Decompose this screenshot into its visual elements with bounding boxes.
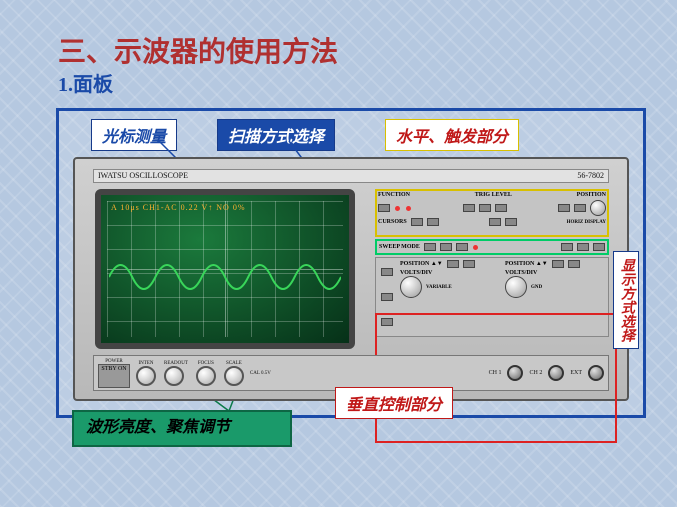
label-ch2-gnd: GND bbox=[531, 285, 542, 290]
knob-focus[interactable] bbox=[196, 366, 216, 386]
label-cursors: CURSORS bbox=[378, 219, 407, 225]
btn-altchop[interactable] bbox=[593, 243, 605, 251]
label-ch1-pos: POSITION ▲▼ bbox=[400, 261, 443, 267]
sweep-mode-section: SWEEP MODE bbox=[375, 239, 609, 255]
btn-signal[interactable] bbox=[456, 243, 468, 251]
label-ch1: CH 1 bbox=[489, 370, 502, 376]
btn-ch2-pos[interactable] bbox=[552, 260, 564, 268]
callout-sweep: 扫描方式选择 bbox=[217, 119, 335, 151]
horiz-trigger-section: FUNCTION TRIG LEVEL POSITION bbox=[375, 189, 609, 237]
model-text: 56-7802 bbox=[577, 171, 604, 181]
label-function: FUNCTION bbox=[378, 192, 410, 198]
label-focus: FOCUS bbox=[196, 361, 216, 366]
label-ch2: CH 2 bbox=[529, 370, 542, 376]
label-ch2-pos: POSITION ▲▼ bbox=[505, 261, 548, 267]
oscilloscope-frame: 光标测量 扫描方式选择 水平、触发部分 IWATSU OSCILLOSCOPE … bbox=[56, 108, 646, 418]
btn-auto[interactable] bbox=[424, 243, 436, 251]
knob-inten[interactable] bbox=[136, 366, 156, 386]
bottom-controls: POWER STBY ON INTEN READOUT FOCUS SCALE … bbox=[93, 355, 609, 391]
knob-ch1-volts[interactable] bbox=[400, 276, 422, 298]
label-ext: EXT bbox=[570, 370, 582, 376]
btn-vmode-add[interactable] bbox=[381, 318, 393, 326]
bnc-ch2[interactable] bbox=[548, 365, 564, 381]
bnc-ext[interactable] bbox=[588, 365, 604, 381]
label-position: POSITION bbox=[577, 192, 606, 198]
btn-slope[interactable] bbox=[489, 218, 501, 226]
label-cal: CAL 0.5V bbox=[250, 371, 271, 376]
callout-horiz: 水平、触发部分 bbox=[385, 119, 519, 151]
label-triglevel: TRIG LEVEL bbox=[475, 192, 512, 198]
knob-timediv[interactable] bbox=[590, 200, 606, 216]
btn-trig-left[interactable] bbox=[463, 204, 475, 212]
led-trigd bbox=[406, 206, 411, 211]
btn-ch2-inv[interactable] bbox=[568, 260, 580, 268]
led-sweep bbox=[473, 245, 478, 250]
label-ch1-var: VARIABLE bbox=[426, 285, 452, 290]
label-scale: SCALE bbox=[224, 361, 244, 366]
btn-pos-right[interactable] bbox=[574, 204, 586, 212]
bnc-ch1[interactable] bbox=[507, 365, 523, 381]
label-horiz-display: HORIZ DISPLAY bbox=[567, 220, 606, 225]
crt-waveform bbox=[109, 257, 341, 297]
btn-hd2[interactable] bbox=[577, 243, 589, 251]
callout-vertical: 垂直控制部分 bbox=[335, 387, 453, 419]
label-sweepmode: SWEEP MODE bbox=[379, 244, 420, 250]
btn-trig-right[interactable] bbox=[495, 204, 507, 212]
btn-mag10[interactable] bbox=[505, 218, 517, 226]
label-ch1-volts: VOLTS/DIV bbox=[400, 270, 432, 276]
led-ready bbox=[395, 206, 400, 211]
callout-display-mode: 显示方式选择 bbox=[613, 251, 639, 349]
label-readout: READOUT bbox=[164, 361, 188, 366]
control-panel: FUNCTION TRIG LEVEL POSITION bbox=[375, 189, 609, 349]
slide-subtitle: 1.面板 bbox=[58, 68, 113, 97]
vertical-section: POSITION ▲▼ VOLTS/DIV VARIABLE POSITION … bbox=[375, 257, 609, 337]
btn-coarse[interactable] bbox=[378, 204, 390, 212]
btn-vmode-ch1[interactable] bbox=[381, 268, 393, 276]
btn-hd1[interactable] bbox=[561, 243, 573, 251]
label-inten: INTEN bbox=[136, 361, 156, 366]
slide-title: 三、示波器的使用方法 bbox=[58, 30, 338, 70]
oscilloscope-body: IWATSU OSCILLOSCOPE 56-7802 A 10μs CH1-A… bbox=[73, 157, 629, 401]
power-switch[interactable]: STBY ON bbox=[98, 364, 130, 388]
label-ch2-volts: VOLTS/DIV bbox=[505, 270, 537, 276]
power-block: POWER STBY ON bbox=[98, 359, 130, 388]
callout-brightness: 波形亮度、聚焦调节 bbox=[72, 410, 292, 447]
crt-readout: A 10μs CH1-AC 0.22 V↑ NO 0% bbox=[111, 203, 339, 212]
crt-screen: A 10μs CH1-AC 0.22 V↑ NO 0% bbox=[95, 189, 355, 349]
brand-bar: IWATSU OSCILLOSCOPE 56-7802 bbox=[93, 169, 609, 183]
knob-ch2-volts[interactable] bbox=[505, 276, 527, 298]
knob-inten-group: INTEN READOUT FOCUS SCALE bbox=[136, 361, 244, 386]
btn-norm[interactable] bbox=[440, 243, 452, 251]
btn-ch1-chop[interactable] bbox=[463, 260, 475, 268]
knob-scale[interactable] bbox=[224, 366, 244, 386]
btn-dvdt[interactable] bbox=[411, 218, 423, 226]
knob-readout[interactable] bbox=[164, 366, 184, 386]
btn-tck[interactable] bbox=[427, 218, 439, 226]
btn-pos-left[interactable] bbox=[558, 204, 570, 212]
btn-vmode-ch2[interactable] bbox=[381, 293, 393, 301]
brand-text: IWATSU OSCILLOSCOPE bbox=[98, 171, 188, 181]
btn-ch1-pos[interactable] bbox=[447, 260, 459, 268]
btn-fine[interactable] bbox=[479, 204, 491, 212]
callout-cursor: 光标测量 bbox=[91, 119, 177, 151]
